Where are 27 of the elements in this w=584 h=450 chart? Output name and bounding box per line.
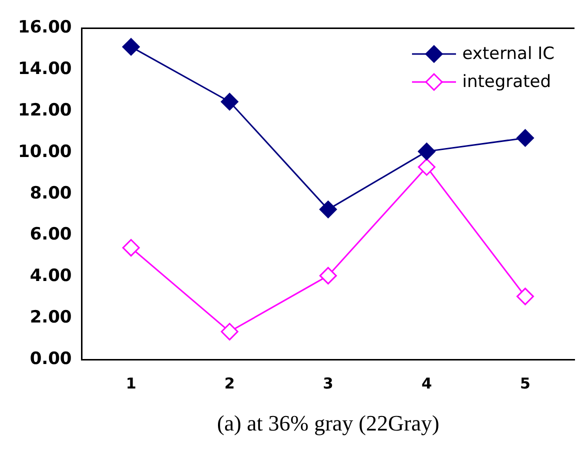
x-tick-label: 1 <box>126 374 136 392</box>
y-tick-label: 8.00 <box>30 183 72 204</box>
x-tick-label: 5 <box>520 374 530 392</box>
y-tick-label: 4.00 <box>30 266 72 286</box>
x-tick-label: 2 <box>224 374 235 392</box>
y-tick-label: 14.00 <box>18 59 72 80</box>
y-tick-label: 16.00 <box>18 18 72 38</box>
y-tick-label: 2.00 <box>30 308 72 328</box>
point <box>122 239 140 257</box>
point <box>220 322 238 340</box>
point <box>319 200 337 218</box>
point <box>418 142 436 160</box>
x-tick-label: 3 <box>322 374 334 392</box>
x-tick-label: 4 <box>421 374 432 392</box>
point <box>516 129 534 147</box>
y-tick-label: 6.00 <box>30 224 72 245</box>
point <box>418 158 436 176</box>
point <box>516 288 534 306</box>
y-tick-label: 12.00 <box>18 100 72 120</box>
x-axis-title: (a) at 36% gray (22Gray) <box>216 410 440 436</box>
legend-label: external IC <box>462 43 554 66</box>
point <box>319 266 337 284</box>
y-tick-label: 0.00 <box>30 349 72 370</box>
y-tick-label: 10.00 <box>18 142 72 162</box>
point <box>122 38 140 56</box>
legend-label: integrated <box>462 71 551 94</box>
point <box>220 92 238 110</box>
